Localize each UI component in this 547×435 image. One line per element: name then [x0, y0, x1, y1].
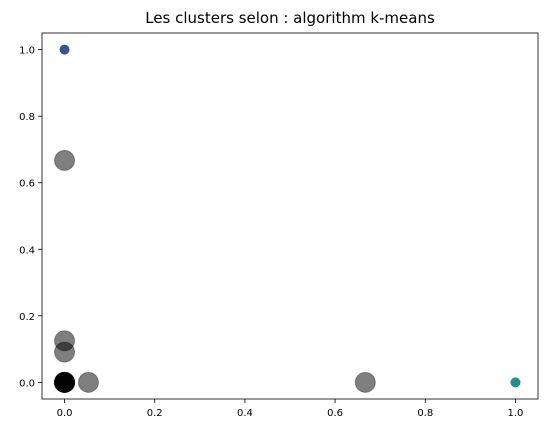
cluster-center-point [355, 372, 375, 392]
x-tick-label: 0.0 [57, 408, 73, 419]
y-tick-label: 1.0 [19, 46, 35, 57]
y-tick-label: 0.2 [19, 312, 35, 323]
cluster-center-point [55, 372, 75, 392]
x-tick-label: 1.0 [508, 408, 524, 419]
data-point [60, 45, 70, 55]
cluster-center-point [55, 342, 75, 362]
y-tick-label: 0.0 [19, 378, 35, 389]
chart-title: Les clusters selon : algorithm k-means [145, 9, 435, 27]
y-tick-label: 0.8 [19, 112, 35, 123]
data-point [510, 377, 520, 387]
x-tick-label: 0.6 [327, 408, 343, 419]
x-tick-label: 0.2 [147, 408, 163, 419]
x-tick-label: 0.8 [417, 408, 433, 419]
x-tick-label: 0.4 [237, 408, 253, 419]
y-tick-label: 0.4 [19, 245, 35, 256]
y-tick-label: 0.6 [19, 179, 35, 190]
cluster-center-point [78, 372, 98, 392]
cluster-center-point [55, 150, 75, 170]
